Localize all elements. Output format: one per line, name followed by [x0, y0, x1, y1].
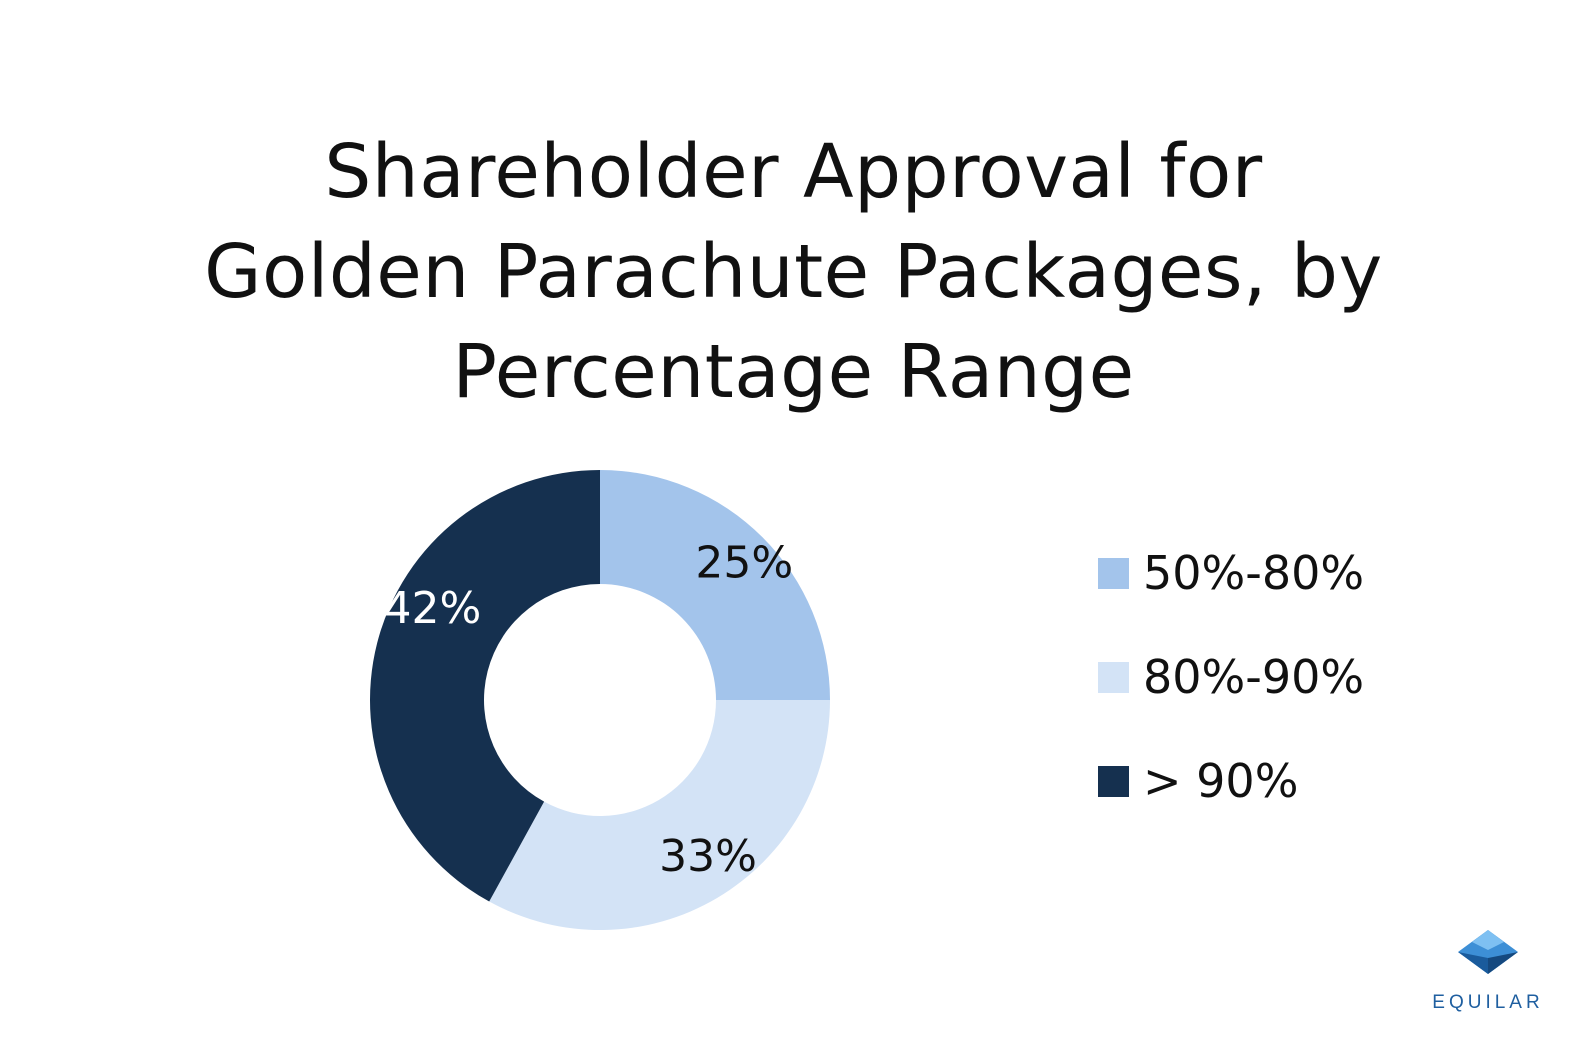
donut-slice-3	[370, 470, 600, 902]
legend-swatch-50-80	[1098, 557, 1129, 589]
chart-title-line-1: Shareholder Approval for	[324, 128, 1263, 215]
donut-slice-label-3: 42%	[384, 583, 482, 634]
donut-slices	[370, 470, 830, 930]
donut-slice-label-1: 25%	[695, 538, 793, 589]
equilar-logo-icon	[1458, 930, 1518, 974]
legend: 50%-80% 80%-90% > 90%	[1098, 546, 1364, 858]
legend-label-50-80: 50%-80%	[1143, 546, 1365, 600]
legend-swatch-over-90	[1098, 765, 1129, 797]
legend-label-80-90: 80%-90%	[1143, 650, 1365, 704]
donut-slice-labels: 25% 33% 42%	[384, 538, 794, 882]
donut-slice-2	[489, 700, 830, 930]
legend-item-80-90: 80%-90%	[1098, 650, 1364, 704]
legend-swatch-80-90	[1098, 661, 1129, 693]
chart-title: Shareholder Approval for Golden Parachut…	[0, 122, 1587, 422]
donut-slice-1	[600, 470, 830, 700]
equilar-logo-text: EQUILAR	[1432, 992, 1544, 1013]
legend-label-over-90: > 90%	[1143, 754, 1299, 808]
legend-item-over-90: > 90%	[1098, 754, 1364, 808]
equilar-logo: EQUILAR	[1423, 928, 1553, 1014]
chart-title-line-2: Golden Parachute Packages, by	[204, 228, 1383, 315]
legend-item-50-80: 50%-80%	[1098, 546, 1364, 600]
donut-slice-label-2: 33%	[659, 831, 757, 882]
chart-title-line-3: Percentage Range	[452, 328, 1135, 415]
